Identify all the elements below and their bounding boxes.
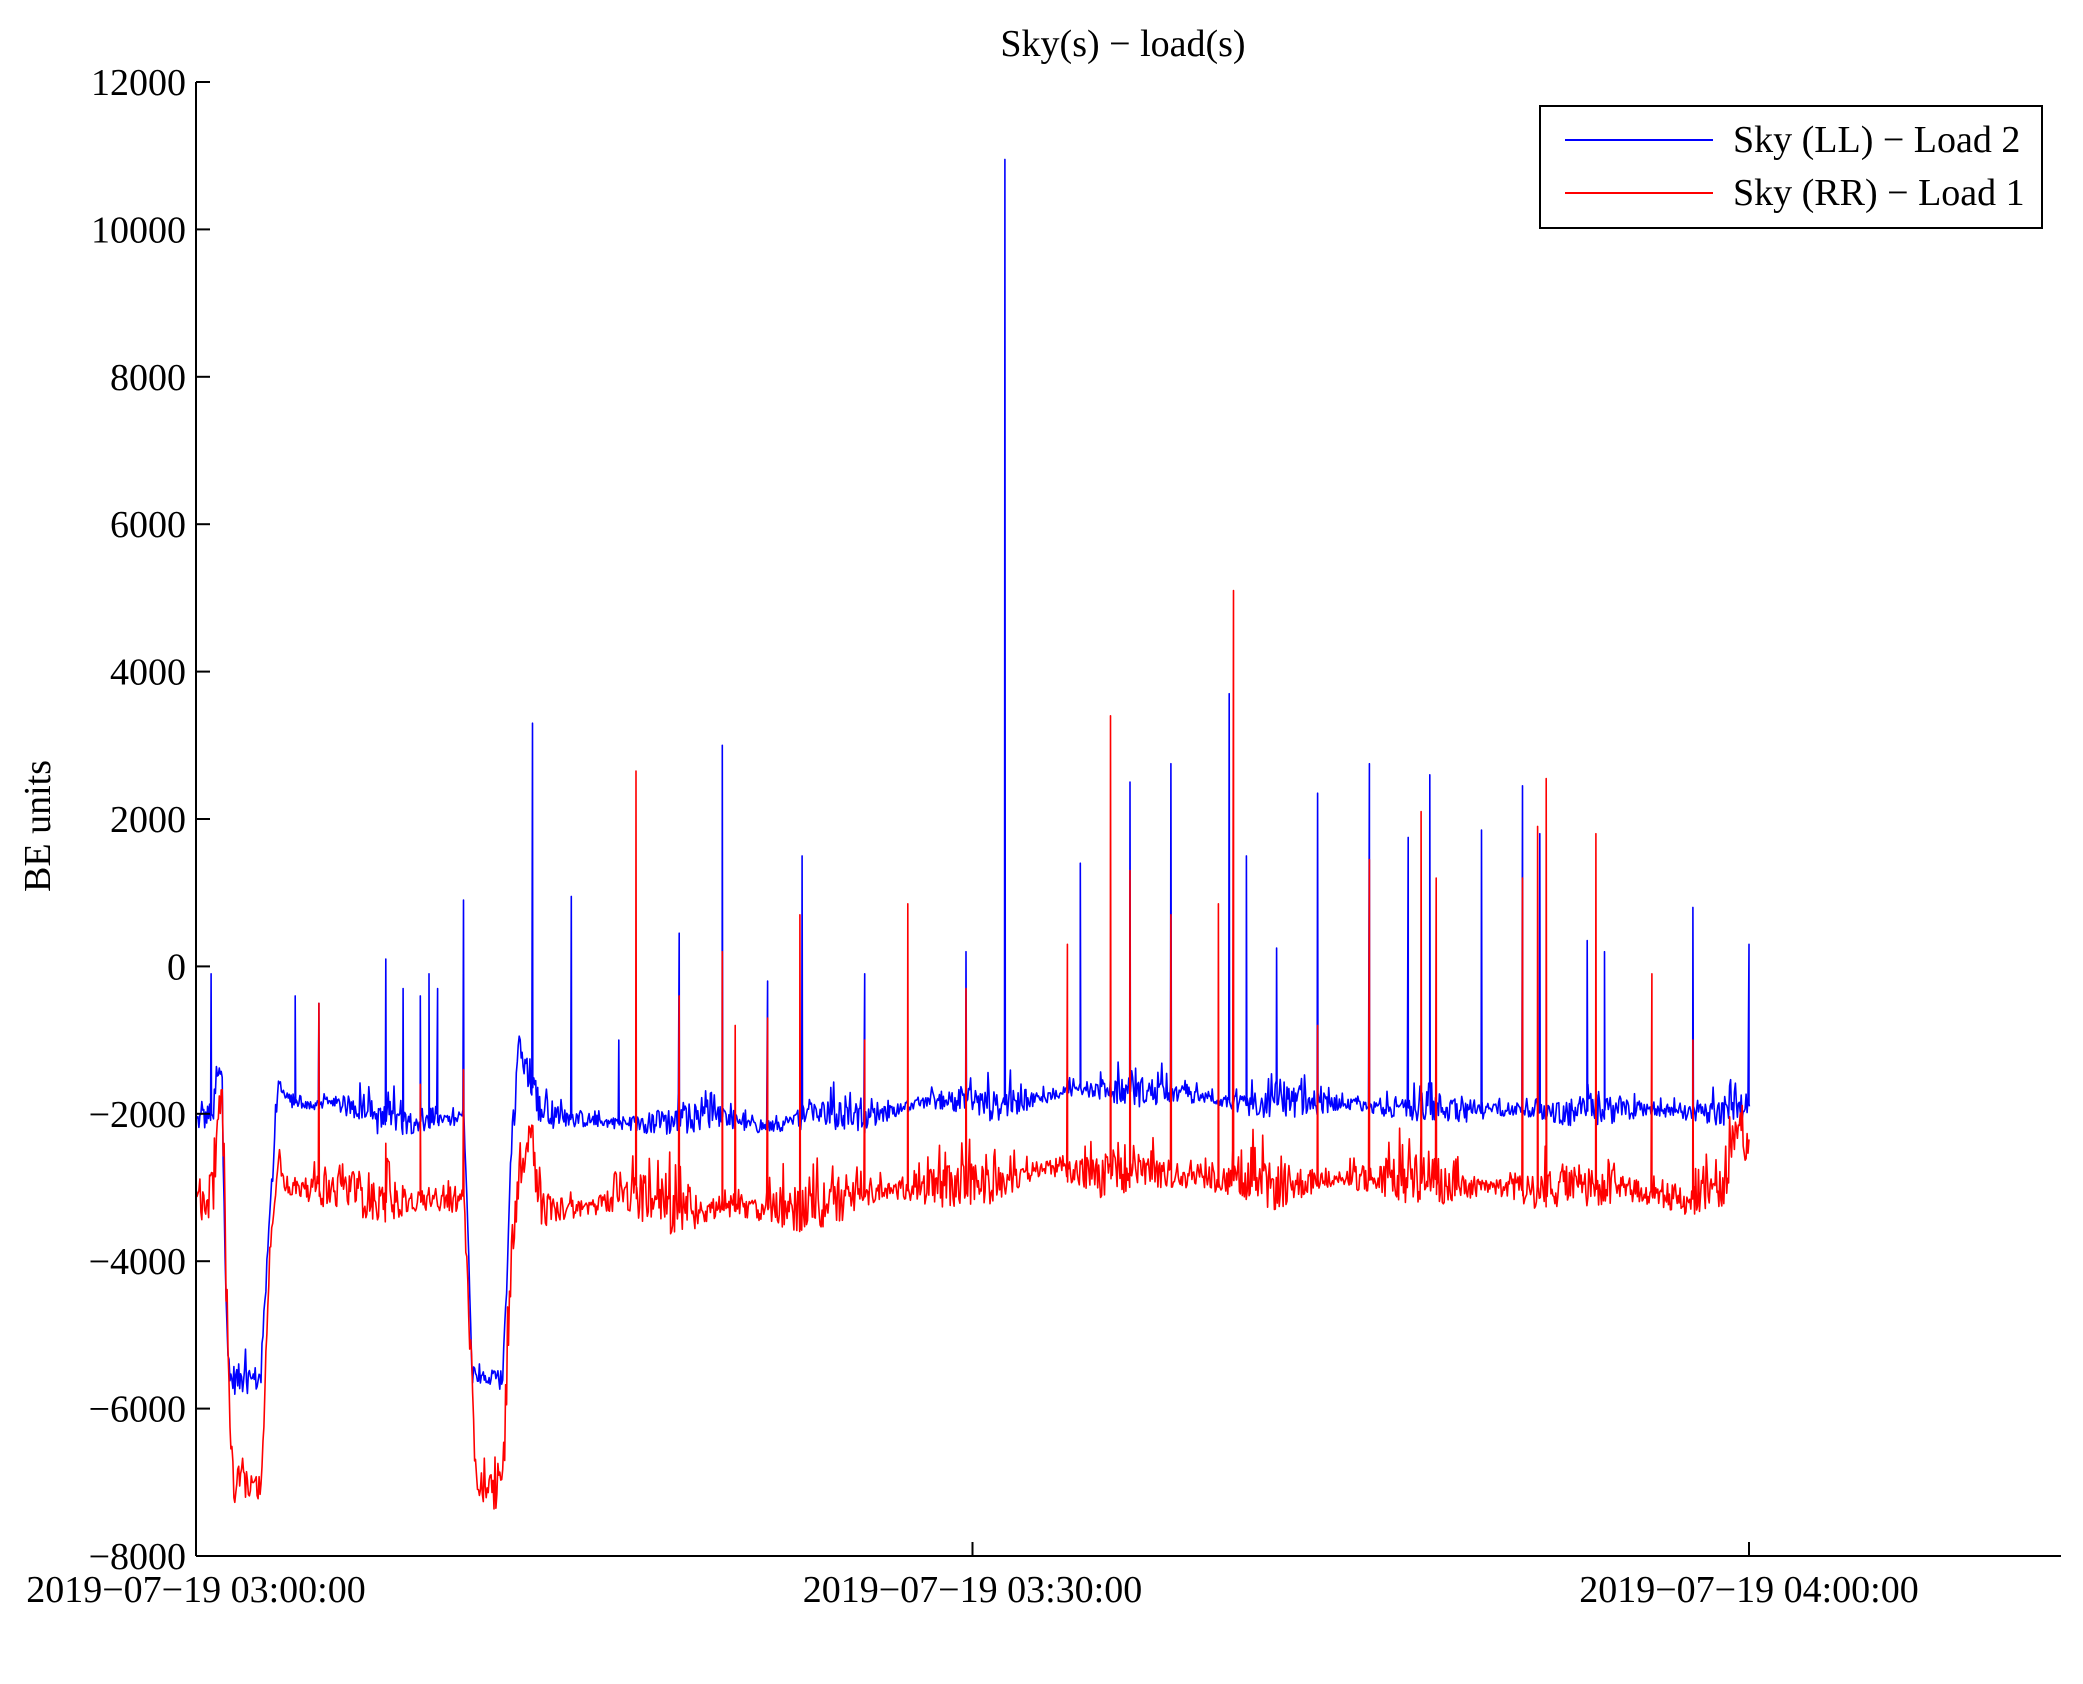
legend: Sky (LL) − Load 2 Sky (RR) − Load 1	[1539, 105, 2043, 229]
legend-box	[1539, 105, 2043, 229]
y-tick-label: 8000	[110, 357, 186, 399]
series-line-sky-rr-load-1	[195, 589, 1750, 1510]
x-tick-label: 2019−07−19 03:30:00	[803, 1569, 1142, 1611]
x-tick-label: 2019−07−19 03:00:00	[26, 1569, 365, 1611]
y-tick-label: −8000	[89, 1536, 186, 1578]
series-line-sky-ll-load-2	[195, 158, 1751, 1395]
y-tick-label: −2000	[89, 1094, 186, 1136]
y-tick-label: −6000	[89, 1389, 186, 1431]
y-tick-label: 10000	[91, 209, 186, 251]
x-tick-label: 2019−07−19 04:00:00	[1579, 1569, 1918, 1611]
y-ticks: −8000 −6000 −4000 −2000 0 2000 4000 6000 8000 100…	[89, 62, 210, 1578]
legend-label-ll: Sky (LL) − Load 2	[1733, 119, 2020, 161]
chart-title: Sky(s) − load(s)	[1000, 23, 1245, 65]
y-tick-label: 2000	[110, 799, 186, 841]
series-layer	[195, 158, 1751, 1510]
x-ticks: 2019−07−19 03:00:00 2019−07−19 03:30:00 20…	[26, 1542, 1919, 1611]
y-axis-label: BE units	[17, 760, 59, 892]
legend-label-rr: Sky (RR) − Load 1	[1733, 172, 2025, 214]
y-tick-label: 4000	[110, 652, 186, 694]
y-tick-label: 6000	[110, 504, 186, 546]
y-tick-label: 12000	[91, 62, 186, 104]
y-tick-label: −4000	[89, 1241, 186, 1283]
y-tick-label: 0	[167, 946, 186, 988]
